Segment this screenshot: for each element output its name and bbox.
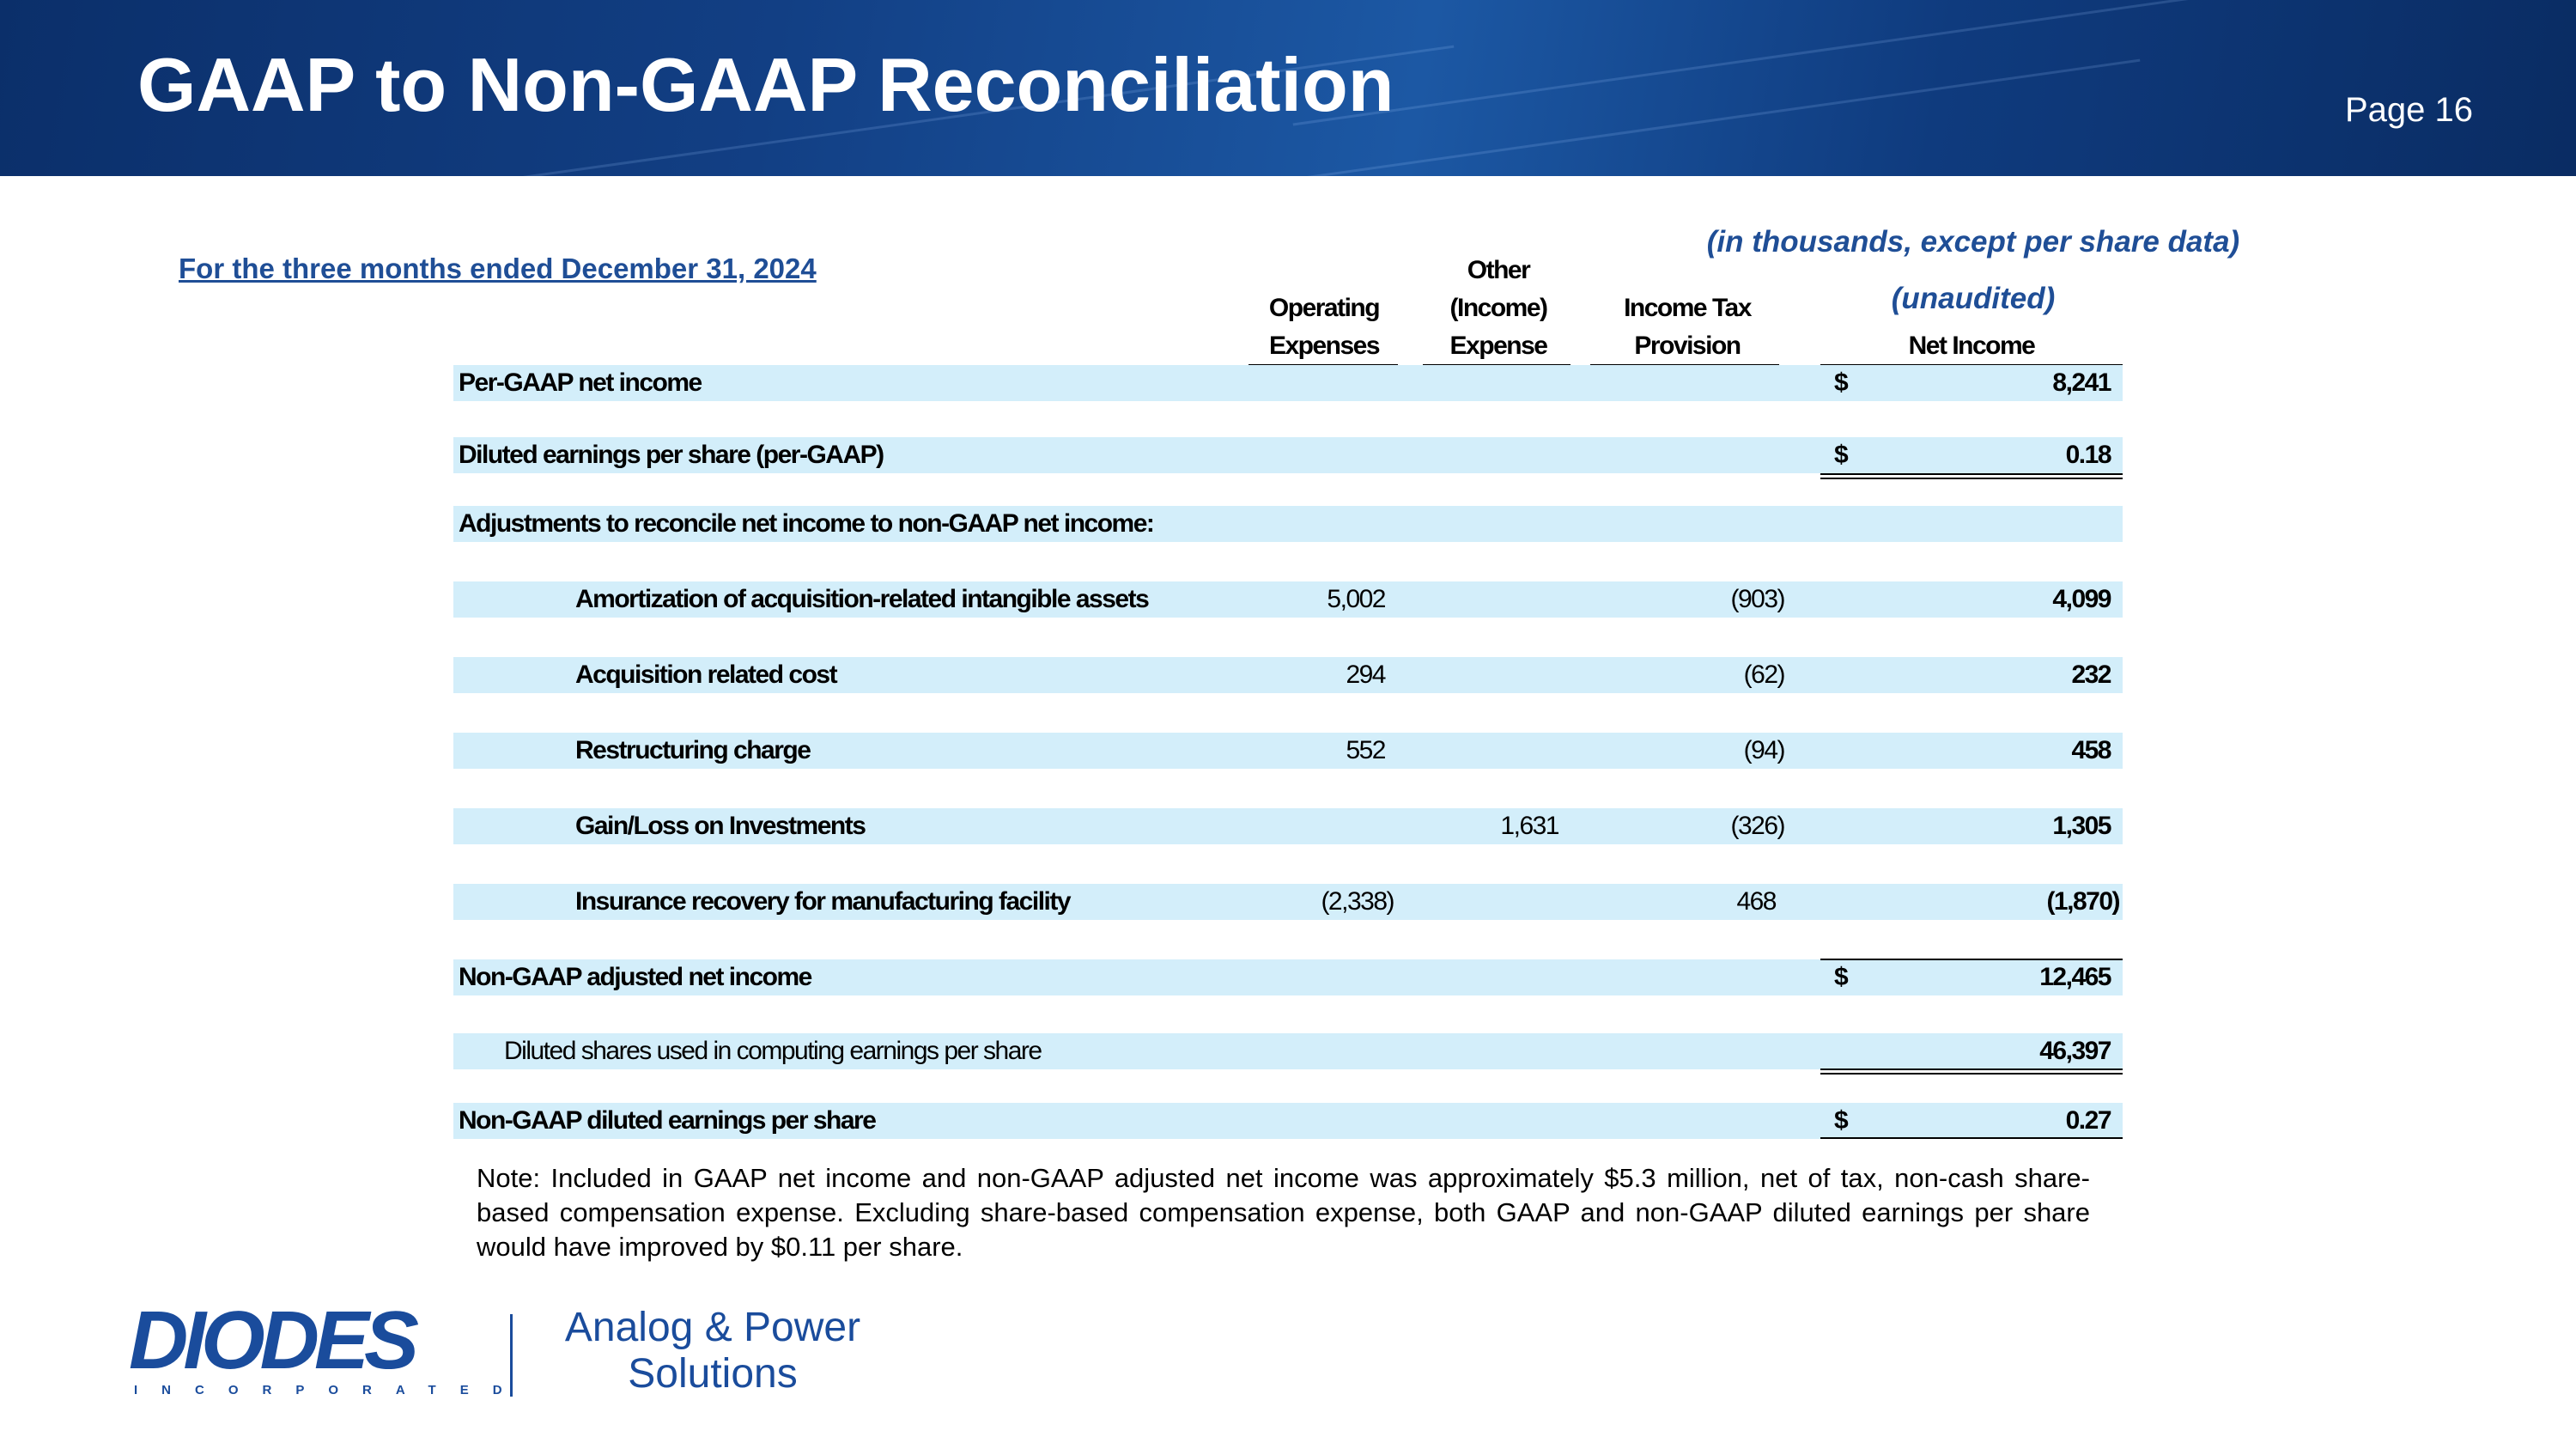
row-label: Non-GAAP adjusted net income <box>459 963 812 991</box>
currency: $ <box>1834 963 1849 991</box>
column-header: Income Tax <box>1624 294 1752 322</box>
unaudited: (unaudited) <box>1891 282 2056 315</box>
column-header: (Income) <box>1449 294 1548 322</box>
page-number: Page 16 <box>2344 91 2473 129</box>
row-band <box>453 1033 2123 1069</box>
tagline: Analog & Power <box>564 1305 861 1350</box>
cell-other: 1,631 <box>1500 812 1559 840</box>
row-band <box>453 1103 2123 1139</box>
currency: $ <box>1834 368 1849 397</box>
column-header: Net Income <box>1908 332 2036 360</box>
row-band <box>453 506 2123 542</box>
column-header: Expense <box>1449 332 1548 360</box>
row-label: Amortization of acquisition-related inta… <box>575 585 1150 613</box>
row-label: Diluted shares used in computing earning… <box>504 1037 1042 1065</box>
row-band <box>453 884 2123 920</box>
row-label: Restructuring charge <box>575 736 811 764</box>
row-label: Acquisition related cost <box>575 661 838 689</box>
row-label: Per-GAAP net income <box>459 368 702 397</box>
cell-opex: (2,338) <box>1321 887 1394 916</box>
total-rule <box>1820 473 2123 475</box>
cell-net: 12,465 <box>2039 963 2111 991</box>
row-band <box>453 959 2123 995</box>
column-header: Operating <box>1268 294 1381 322</box>
column-header: Provision <box>1634 332 1741 360</box>
total-rule <box>1820 1137 2123 1139</box>
cell-net: 1,305 <box>2052 812 2111 840</box>
column-header: Other <box>1467 256 1531 284</box>
cell-net: 0.18 <box>2065 441 2112 469</box>
cell-net: 0.27 <box>2065 1106 2112 1135</box>
row-label: Non-GAAP diluted earnings per share <box>459 1106 877 1135</box>
logo-sub: INCORPORATED <box>134 1383 526 1397</box>
total-rule <box>1820 959 2123 960</box>
cell-tax: (62) <box>1743 661 1786 689</box>
row-band <box>453 808 2123 844</box>
total-rule <box>1820 478 2123 479</box>
total-rule <box>1820 1068 2123 1070</box>
cell-tax: (326) <box>1730 812 1785 840</box>
cell-opex: 552 <box>1346 736 1386 764</box>
cell-opex: 5,002 <box>1327 585 1386 613</box>
cell-tax: 468 <box>1736 887 1777 916</box>
currency: $ <box>1834 1106 1849 1135</box>
currency: $ <box>1834 441 1849 469</box>
note: Note: Included in GAAP net income and no… <box>477 1163 2090 1262</box>
row-band <box>453 733 2123 769</box>
cell-opex: 294 <box>1346 661 1386 689</box>
logo: DIODES <box>129 1294 419 1386</box>
cell-net: 232 <box>2071 661 2111 689</box>
cell-tax: (94) <box>1743 736 1786 764</box>
cell-net: 458 <box>2071 736 2111 764</box>
cell-net: 4,099 <box>2052 585 2111 613</box>
row-band <box>453 365 2123 401</box>
row-band <box>453 581 2123 618</box>
period: For the three months ended December 31, … <box>179 253 817 284</box>
row-label: Adjustments to reconcile net income to n… <box>459 509 1155 538</box>
row-band <box>453 657 2123 693</box>
cell-net: (1,870) <box>2046 887 2120 916</box>
divider <box>510 1314 513 1397</box>
column-header: Expenses <box>1268 332 1381 360</box>
units-note: (in thousands, except per share data) <box>1706 225 2240 259</box>
title: GAAP to Non-GAAP Reconciliation <box>137 42 1394 127</box>
total-rule <box>1820 1073 2123 1075</box>
row-band <box>453 437 2123 473</box>
row-label: Insurance recovery for manufacturing fac… <box>575 887 1072 916</box>
cell-net: 46,397 <box>2039 1037 2111 1065</box>
tagline: Solutions <box>628 1351 798 1397</box>
header-band <box>0 0 2576 176</box>
cell-net: 8,241 <box>2052 368 2111 397</box>
cell-tax: (903) <box>1730 585 1785 613</box>
row-label: Gain/Loss on Investments <box>575 812 866 840</box>
row-label: Diluted earnings per share (per-GAAP) <box>459 441 884 469</box>
